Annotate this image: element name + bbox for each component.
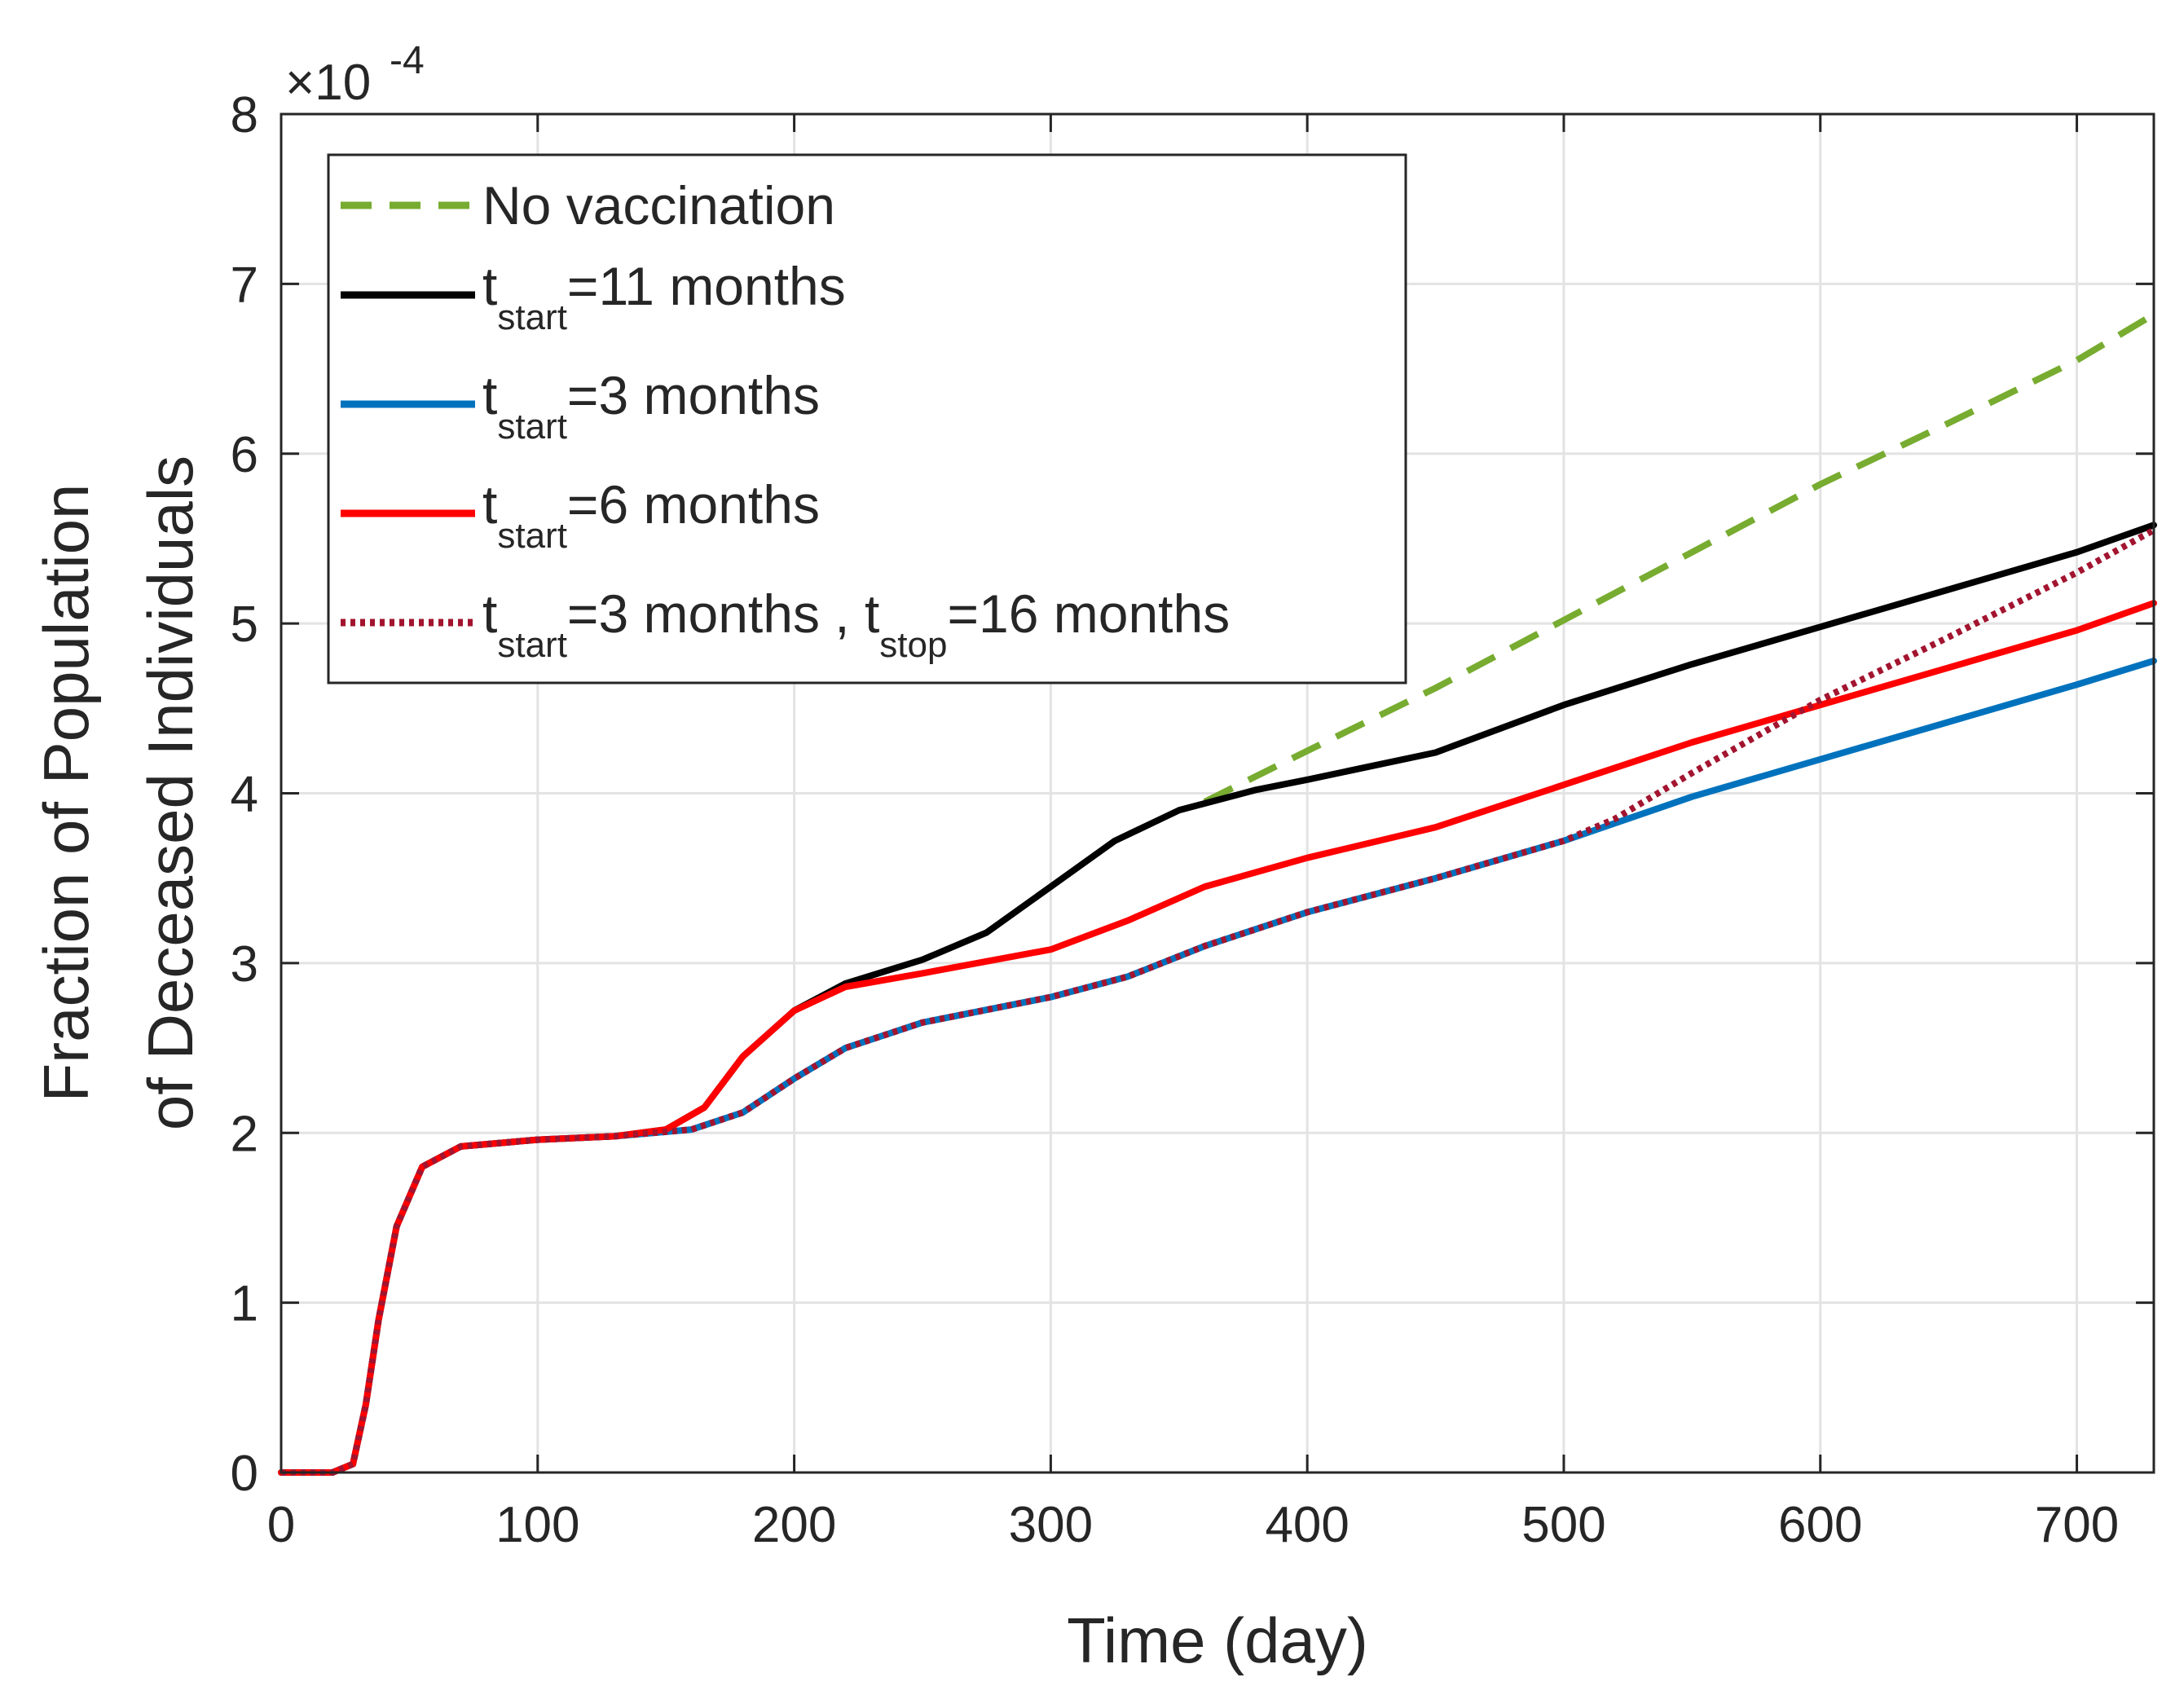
y-tick-label: 8 <box>231 87 258 143</box>
y-tick-label: 6 <box>231 427 258 483</box>
y-tick-label: 7 <box>231 257 258 313</box>
x-tick-label: 0 <box>267 1497 295 1553</box>
y-tick-label: 2 <box>231 1106 258 1162</box>
series-line-4 <box>281 526 2155 1476</box>
series-line-3 <box>278 600 2157 1476</box>
y-tick-label: 4 <box>231 767 258 823</box>
x-axis-label: Time (day) <box>1067 1605 1368 1676</box>
legend-label-tstart-11: tstart=11 months <box>482 256 846 337</box>
y-tick-label: 5 <box>231 596 258 653</box>
legend-label-tstart-3: tstart=3 months <box>482 365 820 447</box>
legend-label-tstart-3-tstop-16: tstart=3 months , tstop=16 months <box>482 583 1230 665</box>
x-tick-label: 600 <box>1778 1497 1862 1553</box>
y-tick-label: 1 <box>231 1276 258 1332</box>
x-tick-label: 100 <box>495 1497 579 1553</box>
x-tick-label: 700 <box>2035 1497 2119 1553</box>
series-line-2 <box>278 658 2157 1476</box>
y-exponent-label: ×10 <box>285 55 371 111</box>
legend-box <box>327 153 1407 685</box>
y-tick-label: 0 <box>231 1446 258 1502</box>
legend-label-tstart-6: tstart=6 months <box>482 474 820 556</box>
x-tick-label: 300 <box>1009 1497 1093 1553</box>
y-tick-label: 3 <box>231 936 258 993</box>
legend: No vaccination tstart=11 months tstart=3… <box>327 153 1407 685</box>
y-axis-label-line2: of Deceased Individuals <box>134 456 206 1130</box>
x-tick-label: 400 <box>1265 1497 1349 1553</box>
y-exponent-power: -4 <box>390 39 425 82</box>
legend-label-no-vaccination: No vaccination <box>482 175 835 236</box>
x-tick-label: 500 <box>1521 1497 1605 1553</box>
series-line-0 <box>1203 311 2156 805</box>
x-tick-label: 200 <box>752 1497 836 1553</box>
axis-ticks: 0 100 200 300 400 500 600 700 0 1 2 3 4 5 6 7 8 <box>231 87 2154 1553</box>
y-axis-label-line1: Fraction of Population <box>30 484 102 1103</box>
series-lines <box>278 311 2157 1476</box>
